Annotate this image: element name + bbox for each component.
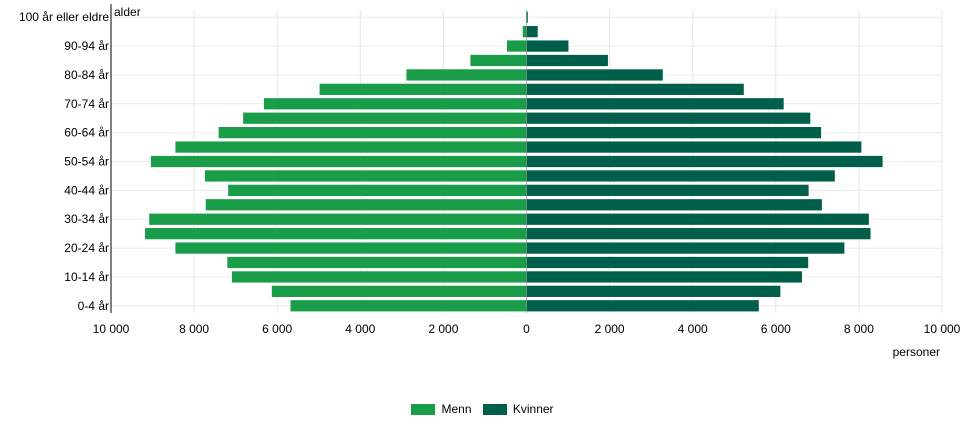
x-tick-label: 6 000 [262, 322, 292, 336]
y-tick-label: 0-4 år [78, 299, 109, 313]
legend-swatch-menn [411, 403, 436, 415]
bar-kvinner [526, 155, 883, 168]
x-tick-label: 4 000 [345, 322, 375, 336]
y-tick-label: 50-54 år [64, 155, 109, 169]
axes: 10 000 8 000 6 000 4 000 2 000 0 2 000 4 000 6 0… [19, 4, 961, 336]
legend-swatch-kvinner [482, 403, 507, 415]
bar-kvinner [526, 141, 862, 153]
bar-menn [175, 141, 527, 153]
x-tick-label: 0 [523, 322, 530, 336]
bar-menn [175, 242, 527, 254]
y-axis-label: alder [114, 5, 141, 19]
legend: Menn Kvinner [0, 402, 965, 418]
bar-menn [205, 199, 527, 211]
legend-item-kvinner[interactable]: Kvinner [482, 402, 554, 416]
y-tick-label: 80-84 år [64, 68, 109, 82]
y-tick-label: 70-74 år [64, 97, 109, 111]
bar-menn [522, 26, 527, 38]
bar-kvinner [526, 98, 784, 110]
legend-label-kvinner: Kvinner [512, 402, 554, 416]
bar-kvinner [526, 271, 802, 283]
x-tick-label: 10 000 [924, 322, 961, 336]
bar-kvinner [526, 54, 608, 67]
y-tick-label: 40-44 år [64, 183, 109, 197]
bar-menn [271, 285, 527, 297]
bar-kvinner [526, 256, 809, 269]
y-tick-label: 20-24 år [64, 241, 109, 255]
x-tick-label: 2 000 [595, 322, 625, 336]
legend-label-menn: Menn [441, 402, 472, 416]
legend-item-menn[interactable]: Menn [411, 402, 472, 416]
bar-kvinner [526, 112, 811, 124]
bar-menn [506, 40, 527, 52]
x-tick-label: 8 000 [179, 322, 209, 336]
bar-kvinner [526, 228, 871, 240]
x-tick-label: 2 000 [428, 322, 458, 336]
bar-kvinner [526, 213, 869, 225]
bar-menn [150, 155, 527, 168]
y-tick-label: 10-14 år [64, 270, 109, 284]
y-tick-label: 90-94 år [64, 39, 109, 53]
bar-menn [470, 54, 527, 67]
bar-menn [218, 127, 527, 139]
y-tick-label: 100 år eller eldre [19, 10, 109, 24]
bar-menn [290, 300, 527, 312]
bar-kvinner [526, 170, 835, 182]
bar-kvinner [526, 69, 663, 81]
bar-menn [406, 69, 527, 81]
bar-kvinner [526, 300, 759, 312]
x-tick-label: 4 000 [678, 322, 708, 336]
x-axis-label: personer [893, 345, 940, 359]
bar-kvinner [526, 11, 528, 23]
bar-menn [231, 271, 527, 283]
bar-menn [263, 98, 527, 110]
bar-kvinner [526, 285, 781, 297]
bar-menn [227, 256, 527, 269]
bar-kvinner [526, 199, 822, 211]
bar-menn [228, 184, 527, 196]
bar-menn [204, 170, 527, 182]
bars [145, 11, 883, 312]
x-tick-label: 8 000 [844, 322, 874, 336]
x-tick-label: 10 000 [93, 322, 130, 336]
bar-menn [149, 213, 527, 225]
bar-menn [319, 83, 527, 95]
bar-kvinner [526, 127, 822, 139]
bar-kvinner [526, 26, 538, 38]
bar-kvinner [526, 184, 809, 196]
bar-menn [145, 228, 527, 240]
bar-kvinner [526, 83, 744, 95]
x-tick-label: 6 000 [761, 322, 791, 336]
y-tick-label: 60-64 år [64, 126, 109, 140]
bar-kvinner [526, 40, 569, 52]
y-tick-label: 30-34 år [64, 212, 109, 226]
bar-kvinner [526, 242, 845, 254]
bar-menn [243, 112, 527, 124]
